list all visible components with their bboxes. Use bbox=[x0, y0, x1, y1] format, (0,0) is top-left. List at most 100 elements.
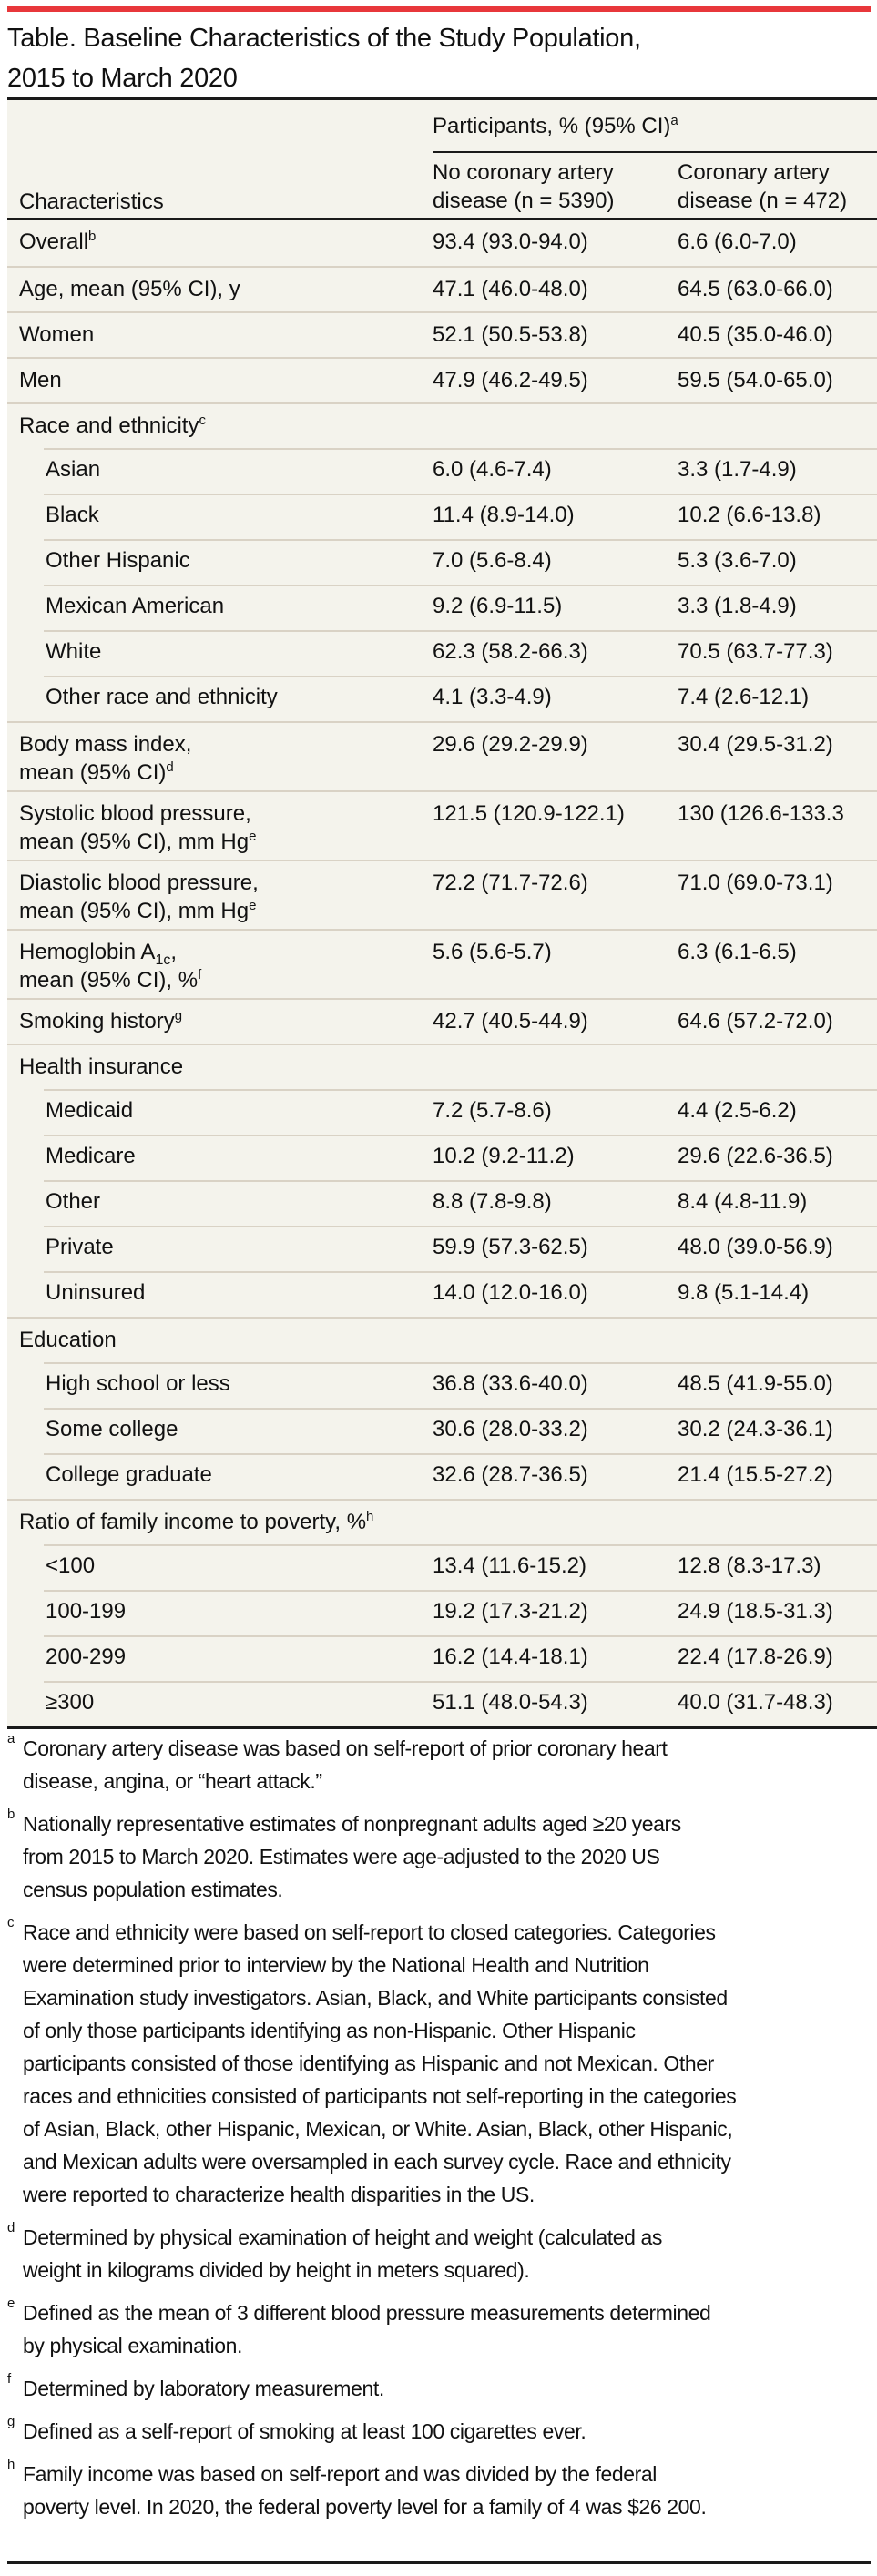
value-no-cad: 6.0 (4.6-7.4) bbox=[433, 457, 552, 482]
row-label: Smoking historyg bbox=[19, 1007, 420, 1035]
value-no-cad: 52.1 (50.5-53.8) bbox=[433, 322, 588, 347]
value-cad: 29.6 (22.6-36.5) bbox=[678, 1144, 833, 1168]
row-label: Health insurance bbox=[19, 1053, 420, 1081]
table-title: Table. Baseline Characteristics of the S… bbox=[7, 18, 863, 98]
row-label-text: Uninsured bbox=[46, 1280, 146, 1305]
row-label-text: Other bbox=[46, 1189, 101, 1214]
footnote-g: g Defined as a self-report of smoking at … bbox=[7, 2414, 868, 2448]
footnote-ref: d bbox=[166, 759, 174, 775]
value-cad: 21.4 (15.5-27.2) bbox=[678, 1462, 833, 1487]
row-label-text: Ratio of family income to poverty, % bbox=[19, 1510, 367, 1534]
row-label-line-2: mean (95% CI) bbox=[19, 760, 167, 785]
row-label: Other bbox=[46, 1187, 446, 1216]
table-subrow: High school or less 36.8 (33.6-40.0) 48.5 … bbox=[7, 1362, 877, 1408]
baseline-characteristics-table: Participants, % (95% CI)a No coronary ar… bbox=[7, 97, 877, 1729]
footnote-line: of only those participants identifying a… bbox=[23, 2019, 636, 2042]
footnote-line: of Asian, Black, other Hispanic, Mexican… bbox=[23, 2117, 733, 2141]
value-cad: 5.3 (3.6-7.0) bbox=[678, 548, 797, 573]
value-cad: 59.5 (54.0-65.0) bbox=[678, 368, 833, 392]
row-label: High school or less bbox=[46, 1369, 446, 1398]
row-label: Medicaid bbox=[46, 1096, 446, 1125]
footnote-line: Examination study investigators. Asian, … bbox=[23, 1986, 728, 2010]
row-label: <100 bbox=[46, 1552, 446, 1580]
value-cad: 12.8 (8.3-17.3) bbox=[678, 1553, 821, 1578]
row-label-line-2: mean (95% CI), % bbox=[19, 968, 199, 993]
group-header-text: Participants, % (95% CI) bbox=[433, 114, 671, 138]
bottom-rule bbox=[7, 2561, 871, 2564]
table-subrow: Mexican American 9.2 (6.9-11.5) 3.3 (1.8-4… bbox=[7, 585, 877, 630]
footnote-line: from 2015 to March 2020. Estimates were … bbox=[23, 1845, 660, 1868]
row-label: ≥300 bbox=[46, 1688, 446, 1716]
footnote-marker: d bbox=[7, 2220, 15, 2235]
footnote-c: c Race and ethnicity were based on self-r… bbox=[7, 1915, 868, 2211]
footnote-line: Defined as a self-report of smoking at l… bbox=[23, 2419, 586, 2443]
row-label: Uninsured bbox=[46, 1278, 446, 1307]
column-header-line: disease (n = 472) bbox=[678, 188, 848, 213]
footnote-marker: c bbox=[7, 1915, 15, 1930]
value-no-cad: 5.6 (5.6-5.7) bbox=[433, 940, 552, 964]
value-no-cad: 42.7 (40.5-44.9) bbox=[433, 1009, 588, 1033]
row-label-text: Systolic blood pressure, bbox=[19, 801, 251, 826]
value-no-cad: 19.2 (17.3-21.2) bbox=[433, 1599, 588, 1624]
table-subrow: 200-299 16.2 (14.4-18.1) 22.4 (17.8-26.9) bbox=[7, 1635, 877, 1681]
row-label: 200-299 bbox=[46, 1643, 446, 1671]
value-cad: 48.0 (39.0-56.9) bbox=[678, 1235, 833, 1259]
column-header-cad: Coronary artery disease (n = 472) bbox=[678, 158, 877, 215]
value-no-cad: 47.9 (46.2-49.5) bbox=[433, 368, 588, 392]
footnote-marker: e bbox=[7, 2296, 15, 2311]
table-body: Overallb 93.4 (93.0-94.0) 6.6 (6.0-7.0) Age… bbox=[7, 220, 877, 1726]
value-no-cad: 62.3 (58.2-66.3) bbox=[433, 639, 588, 664]
row-label: Ratio of family income to poverty, %h bbox=[19, 1508, 420, 1536]
table-subrow: Medicare 10.2 (9.2-11.2) 29.6 (22.6-36.5) bbox=[7, 1135, 877, 1180]
row-label-text: Hemoglobin A bbox=[19, 940, 156, 964]
table-row: Systolic blood pressure, mean (95% CI), m… bbox=[7, 790, 877, 860]
row-label-text: Men bbox=[19, 368, 62, 392]
table-subrow: Other Hispanic 7.0 (5.6-8.4) 5.3 (3.6-7.0) bbox=[7, 539, 877, 585]
row-label: Systolic blood pressure, mean (95% CI), m… bbox=[19, 799, 420, 856]
row-label: Education bbox=[19, 1326, 420, 1354]
footnote-line: Determined by laboratory measurement. bbox=[23, 2377, 384, 2400]
row-label: Other Hispanic bbox=[46, 546, 446, 575]
row-label-text: College graduate bbox=[46, 1462, 212, 1487]
row-label-text: Other Hispanic bbox=[46, 548, 190, 573]
table-row: Hemoglobin A1c, mean (95% CI), %f 5.6 (5.6… bbox=[7, 929, 877, 998]
row-label-text: Medicaid bbox=[46, 1098, 134, 1123]
value-no-cad: 7.2 (5.7-8.6) bbox=[433, 1098, 552, 1123]
footnote-ref: h bbox=[366, 1509, 374, 1524]
row-label-text: ≥300 bbox=[46, 1690, 95, 1715]
table-subrow: Uninsured 14.0 (12.0-16.0) 9.8 (5.1-14.4) bbox=[7, 1271, 877, 1317]
row-label-text: High school or less bbox=[46, 1371, 230, 1396]
row-label: Hemoglobin A1c, mean (95% CI), %f bbox=[19, 938, 420, 994]
table-row: Men 47.9 (46.2-49.5) 59.5 (54.0-65.0) bbox=[7, 357, 877, 402]
value-cad: 24.9 (18.5-31.3) bbox=[678, 1599, 833, 1624]
footnote-line: Family income was based on self-report a… bbox=[23, 2462, 657, 2486]
value-cad: 64.6 (57.2-72.0) bbox=[678, 1009, 833, 1033]
value-no-cad: 36.8 (33.6-40.0) bbox=[433, 1371, 588, 1396]
footnote-marker: a bbox=[7, 1731, 15, 1746]
row-label: Men bbox=[19, 366, 420, 394]
subscript: 1c bbox=[155, 952, 171, 968]
value-no-cad: 121.5 (120.9-122.1) bbox=[433, 801, 625, 826]
row-label: Private bbox=[46, 1233, 446, 1261]
value-no-cad: 29.6 (29.2-29.9) bbox=[433, 732, 588, 757]
row-label-text: Education bbox=[19, 1328, 117, 1352]
footnote-line: Defined as the mean of 3 different blood… bbox=[23, 2301, 711, 2325]
value-cad: 30.4 (29.5-31.2) bbox=[678, 732, 833, 757]
table-subrow: Asian 6.0 (4.6-7.4) 3.3 (1.7-4.9) bbox=[7, 448, 877, 494]
value-cad: 7.4 (2.6-12.1) bbox=[678, 685, 810, 709]
footnote-ref: e bbox=[249, 829, 257, 844]
row-label: Other race and ethnicity bbox=[46, 683, 446, 711]
footnote-line: and Mexican adults were oversampled in e… bbox=[23, 2150, 731, 2174]
table-row: Women 52.1 (50.5-53.8) 40.5 (35.0-46.0) bbox=[7, 311, 877, 357]
footnote-ref: a bbox=[670, 113, 678, 128]
value-no-cad: 51.1 (48.0-54.3) bbox=[433, 1690, 588, 1715]
footnote-h: h Family income was based on self-report … bbox=[7, 2457, 868, 2523]
footnote-line: Coronary artery disease was based on sel… bbox=[23, 1736, 668, 1760]
footnote-line: races and ethnicities consisted of parti… bbox=[23, 2084, 737, 2108]
row-label-text: Smoking history bbox=[19, 1009, 175, 1033]
footnote-line: Determined by physical examination of he… bbox=[23, 2225, 663, 2249]
value-no-cad: 72.2 (71.7-72.6) bbox=[433, 871, 588, 895]
column-header-no-cad: No coronary artery disease (n = 5390) bbox=[433, 158, 669, 215]
table-row: Body mass index, mean (95% CI)d 29.6 (29.2… bbox=[7, 721, 877, 790]
table-row: Race and ethnicityc bbox=[7, 402, 877, 448]
